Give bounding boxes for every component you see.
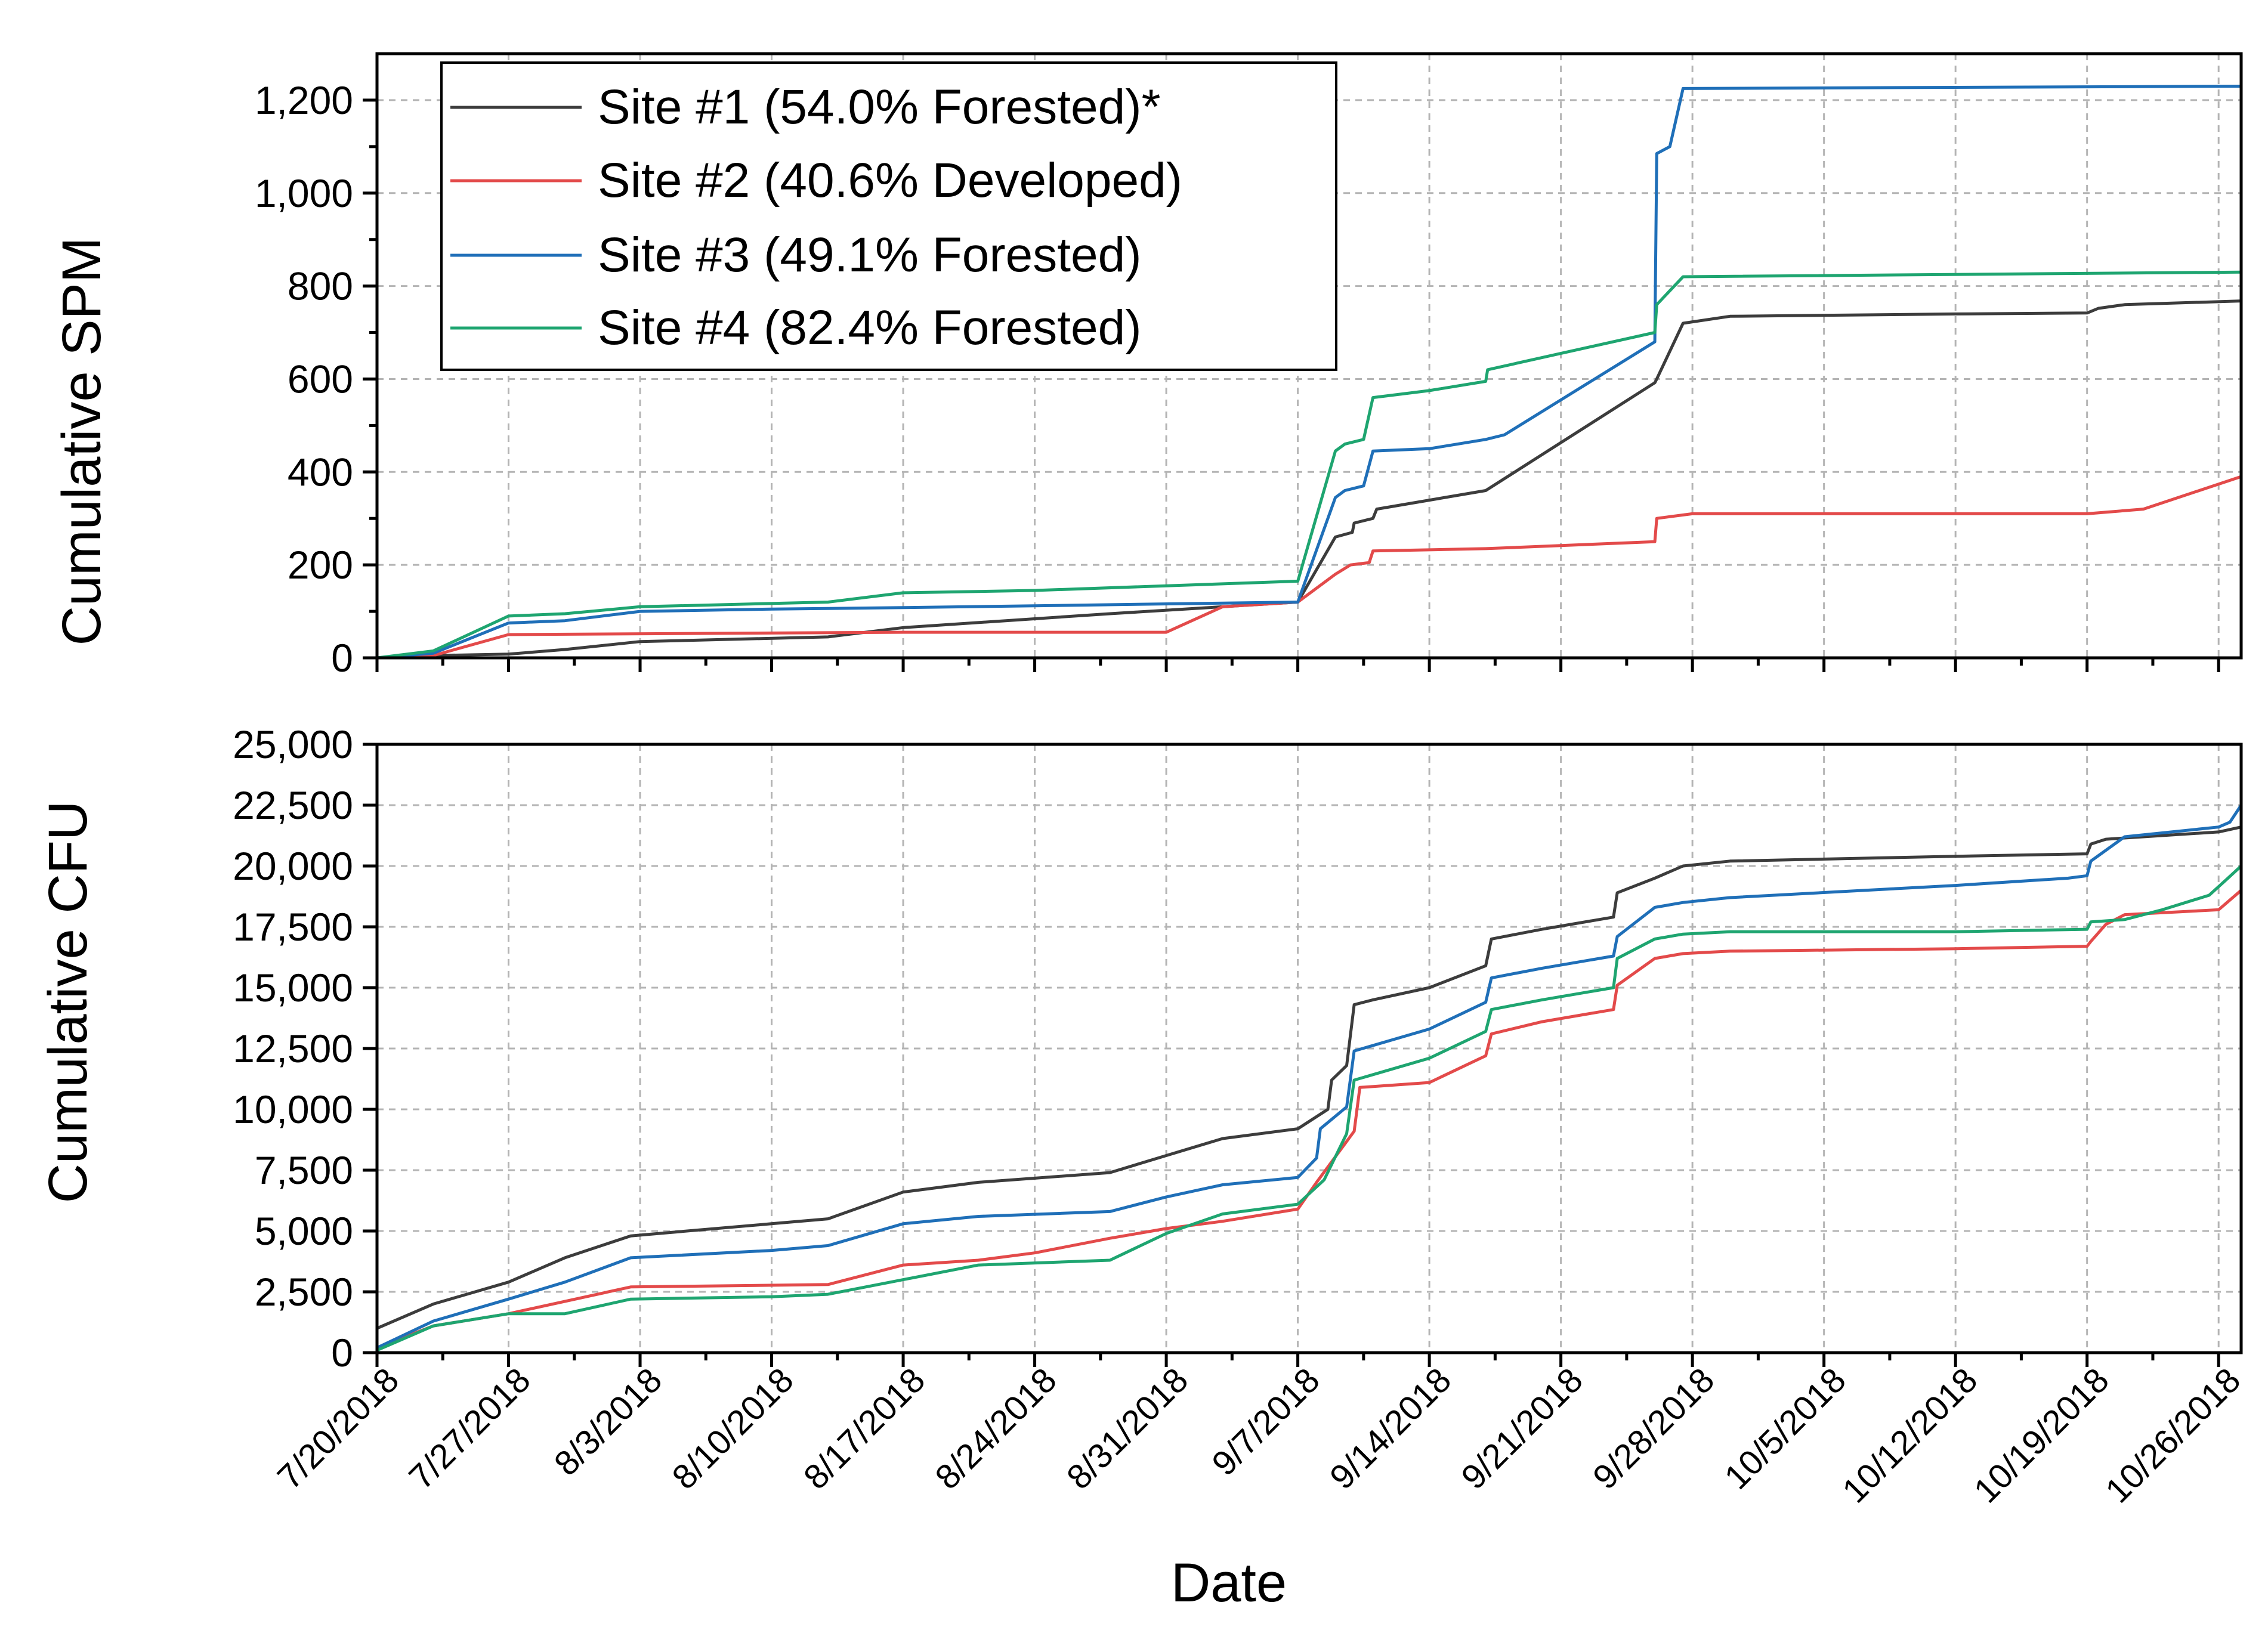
top-series-line-site-1	[375, 299, 2243, 660]
top-y-tick-label: 200	[288, 543, 353, 587]
bot-series-line-site-4	[375, 864, 2243, 1352]
top-y-tick-label: 1,200	[255, 78, 353, 122]
top-tick-marks	[363, 98, 2220, 672]
top-chart: Cumulative SPM 0 200 400 600 800 1,000 1,200 S…	[51, 52, 2243, 680]
bot-y-tick-label: 15,000	[233, 966, 353, 1010]
top-y-tick-label: 800	[288, 264, 353, 308]
bot-y-tick-label: 22,500	[233, 783, 353, 827]
x-axis-title: Date	[1171, 1552, 1287, 1613]
bottom-y-tick-labels: 0 2,500 5,000 7,500 10,000 12,500 15,000 17,500…	[233, 722, 353, 1375]
legend: Site #1 (54.0% Forested)* Site #2 (40.6%…	[440, 61, 1337, 371]
top-series-line-site-3	[375, 85, 2243, 660]
top-y-tick-labels: 0 200 400 600 800 1,000 1,200	[255, 78, 353, 680]
bot-y-tick-label: 2,500	[255, 1270, 353, 1314]
top-y-axis-title: Cumulative SPM	[51, 237, 112, 645]
top-y-tick-label: 400	[288, 450, 353, 494]
bot-y-tick-label: 7,500	[255, 1148, 353, 1192]
bot-y-tick-label: 25,000	[233, 722, 353, 766]
top-series-line-site-4	[375, 270, 2243, 660]
top-series-line-site-2	[375, 475, 2243, 660]
bot-y-tick-label: 0	[331, 1331, 353, 1375]
legend-label-site-1: Site #1 (54.0% Forested)*	[598, 80, 1160, 134]
bot-series-line-site-3	[375, 803, 2243, 1350]
top-y-tick-label: 600	[288, 357, 353, 401]
top-y-tick-label: 1,000	[255, 171, 353, 215]
top-series-group	[375, 85, 2243, 660]
bot-y-tick-label: 5,000	[255, 1209, 353, 1253]
legend-label-site-2: Site #2 (40.6% Developed)	[598, 153, 1182, 208]
bot-y-tick-label: 10,000	[233, 1087, 353, 1131]
top-plot-frame	[375, 52, 2243, 660]
legend-label-site-4: Site #4 (82.4% Forested)	[598, 301, 1142, 355]
bot-y-tick-label: 20,000	[233, 844, 353, 888]
bottom-y-axis-title: Cumulative CFU	[38, 801, 98, 1204]
bot-series-line-site-1	[375, 825, 2243, 1330]
bottom-series-group	[375, 803, 2243, 1352]
bot-y-tick-label: 12,500	[233, 1026, 353, 1071]
top-y-tick-label: 0	[331, 636, 353, 680]
bot-series-line-site-2	[375, 889, 2243, 1350]
bottom-gridlines	[377, 744, 2241, 1353]
bot-y-tick-label: 17,500	[233, 905, 353, 949]
legend-box	[440, 61, 1337, 371]
legend-label-site-3: Site #3 (49.1% Forested)	[598, 228, 1142, 282]
bottom-tick-marks	[363, 743, 2220, 1367]
